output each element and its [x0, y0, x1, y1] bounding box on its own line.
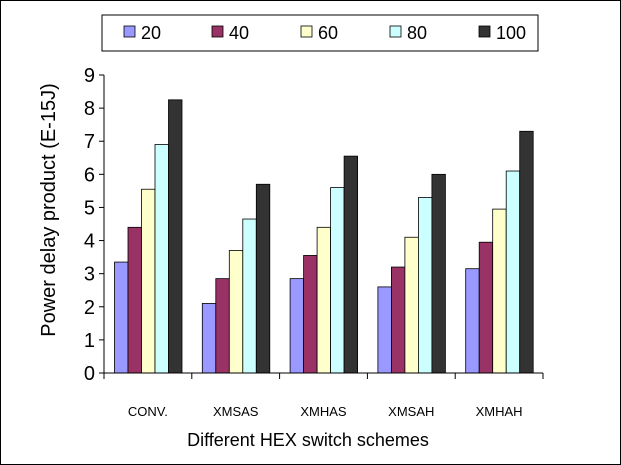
- bar-80-xmsas: [242, 218, 257, 374]
- y-tick-label: 6: [84, 164, 95, 186]
- x-tick-label: XMHAH: [476, 404, 523, 419]
- y-tick-label: 8: [84, 98, 95, 120]
- y-tick-label: 3: [84, 264, 95, 286]
- bar-100-xmhas: [343, 155, 359, 374]
- bar-40-xmhas: [303, 255, 318, 374]
- y-tick-label: 4: [84, 231, 95, 253]
- bar-60-xmhas: [316, 226, 332, 374]
- bar-40-xmsah: [390, 266, 406, 374]
- y-axis-label: Power delay product (E-15J): [38, 83, 60, 336]
- bar-100-xmsas: [255, 183, 271, 374]
- y-tick-label: 1: [84, 330, 95, 352]
- bar-80-xmsah: [417, 197, 433, 374]
- legend: 20 40 60 80 100: [101, 14, 539, 52]
- legend-label-80: 80: [407, 23, 427, 43]
- x-tick-label: XMSAS: [213, 404, 259, 419]
- legend-label-100: 100: [496, 23, 526, 43]
- bar-100-conv: [168, 99, 183, 374]
- x-axis-label: Different HEX switch schemes: [187, 430, 429, 450]
- legend-label-40: 40: [229, 23, 249, 43]
- bar-20-xmsas: [201, 303, 217, 374]
- legend-swatch-80: [389, 25, 402, 38]
- bar-60-conv: [141, 188, 156, 374]
- y-tick-label: 0: [84, 363, 95, 385]
- x-tick-label: XMSAH: [388, 404, 434, 419]
- axes: 0 1 2 3 4 5 6 7 8 9 CONV. XMSAS XMHAS XMSAH XMHAH: [84, 65, 544, 419]
- bar-40-xmsas: [215, 278, 230, 374]
- x-tick-label: CONV.: [128, 404, 168, 419]
- legend-swatch-100: [478, 25, 491, 38]
- y-tick-label: 2: [84, 297, 95, 319]
- legend-label-60: 60: [318, 23, 338, 43]
- bar-100-xmsah: [431, 173, 446, 374]
- bar-20-conv: [114, 261, 129, 374]
- bar-80-xmhah: [505, 170, 521, 374]
- bar-60-xmhah: [492, 208, 507, 374]
- y-tick-label: 7: [84, 131, 95, 153]
- bar-60-xmsah: [404, 236, 419, 374]
- bar-40-xmhah: [478, 241, 494, 374]
- legend-swatch-40: [211, 25, 224, 38]
- legend-swatch-60: [300, 25, 313, 38]
- bar-80-xmhas: [330, 187, 345, 374]
- bar-20-xmhah: [465, 268, 480, 374]
- legend-swatch-20: [123, 25, 136, 38]
- x-tick-label: XMHAS: [300, 404, 347, 419]
- bar-20-xmsah: [377, 286, 392, 374]
- y-tick-label: 5: [84, 197, 95, 219]
- legend-box: [101, 14, 539, 52]
- bar-40-conv: [127, 226, 142, 374]
- bar-60-xmsas: [228, 250, 244, 374]
- bars: [114, 99, 534, 374]
- y-tick-label: 9: [84, 65, 95, 87]
- legend-label-20: 20: [141, 23, 161, 43]
- bar-80-conv: [154, 144, 169, 374]
- bar-100-xmhah: [519, 130, 534, 374]
- bar-20-xmhas: [289, 278, 305, 374]
